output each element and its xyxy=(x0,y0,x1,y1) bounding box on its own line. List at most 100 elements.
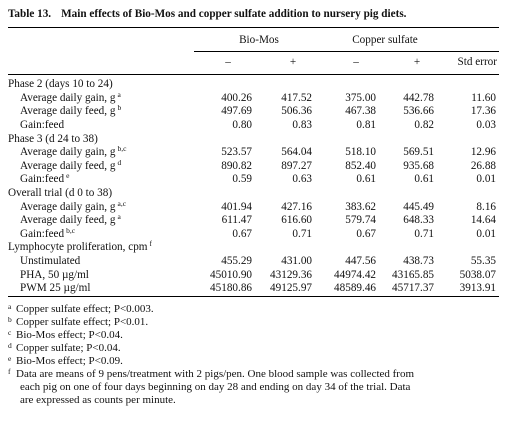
table-row: Average daily gain, g a 400.26 417.52 375.00… xyxy=(8,91,499,106)
footnote: f Data are means of 9 pens/treatment with… xyxy=(8,367,499,407)
cell-bio-mos-minus xyxy=(194,75,262,92)
cell-bio-mos-plus: 431.00 xyxy=(281,254,312,267)
cell-copper-minus: 467.38 xyxy=(345,105,376,118)
cell-copper-plus xyxy=(388,187,446,201)
cell-bio-mos-minus: 401.94 xyxy=(221,200,252,213)
cell-copper-minus xyxy=(324,241,388,255)
table-row: Gain:feed 0.80 0.83 0.81 0.82 0.03 xyxy=(8,119,499,133)
table-section-row: Lymphocyte proliferation, cpm f xyxy=(8,239,499,255)
cell-bio-mos-minus: 0.67 xyxy=(232,227,252,240)
footnote: b Copper sulfate effect; P<0.01. xyxy=(8,314,499,329)
table-row: Average daily feed, g a 611.47 616.60 579.74… xyxy=(8,212,499,228)
cell-std-error: 14.64 xyxy=(470,214,496,227)
column-header-copper-minus: – xyxy=(353,55,359,68)
section-label: Lymphocyte proliferation, cpm f xyxy=(8,239,194,255)
cell-std-error: 11.60 xyxy=(471,91,496,104)
footnote-marker: d xyxy=(117,157,122,167)
cell-copper-plus: 45717.37 xyxy=(392,282,434,295)
cell-copper-minus: 375.00 xyxy=(345,91,376,104)
footnote-marker: f xyxy=(149,239,153,249)
results-table: Bio-Mos Copper sulfate – + – + Std error… xyxy=(8,27,499,297)
cell-bio-mos-minus xyxy=(194,241,262,255)
cell-copper-minus xyxy=(324,133,388,147)
cell-copper-plus: 438.73 xyxy=(403,254,434,267)
cell-copper-plus: 0.82 xyxy=(414,118,434,131)
cell-bio-mos-plus: 0.63 xyxy=(292,173,312,186)
cell-std-error xyxy=(446,241,499,255)
cell-std-error: 8.16 xyxy=(476,200,496,213)
footnote-mark: b xyxy=(8,314,12,324)
footnote-line: each pig on one of four days beginning o… xyxy=(20,381,411,394)
row-label-text: Phase 2 (days 10 to 24) xyxy=(8,78,113,91)
cell-copper-minus: 44974.42 xyxy=(334,268,376,281)
footnote-marker: a xyxy=(117,212,121,222)
row-label-text: Phase 3 (d 24 to 38) xyxy=(8,132,98,145)
cell-bio-mos-minus xyxy=(194,187,262,201)
section-label: Overall trial (d 0 to 38) xyxy=(8,187,194,201)
cell-bio-mos-plus: 0.83 xyxy=(292,118,312,131)
cell-copper-plus xyxy=(388,241,446,255)
footnote-line: Copper sulfate effect; P<0.01. xyxy=(16,315,149,328)
cell-copper-minus: 383.62 xyxy=(345,200,376,213)
column-header-bio-mos-plus: + xyxy=(289,55,297,68)
cell-std-error xyxy=(446,187,499,201)
group-underline xyxy=(194,50,499,52)
cell-std-error: 5038.07 xyxy=(459,268,496,281)
row-label: PWM 25 µg/ml xyxy=(8,282,194,296)
cell-std-error: 17.36 xyxy=(470,105,496,118)
table-number: Table 13. xyxy=(8,8,52,20)
cell-copper-minus xyxy=(324,187,388,201)
cell-std-error: 55.35 xyxy=(470,254,496,267)
footnote-marker: b xyxy=(117,103,122,113)
footnote-mark: f xyxy=(8,367,11,377)
cell-std-error: 0.01 xyxy=(476,173,496,186)
cell-bio-mos-plus: 427.16 xyxy=(281,200,312,213)
cell-copper-plus: 536.66 xyxy=(403,105,434,118)
row-label: Gain:feed e xyxy=(8,172,194,187)
group-underline-row xyxy=(8,50,499,52)
row-label-text: Average daily gain, g xyxy=(20,91,116,104)
cell-bio-mos-minus: 45180.86 xyxy=(210,282,252,295)
cell-bio-mos-plus xyxy=(262,241,324,255)
footnote-marker: a,c xyxy=(117,198,127,208)
column-header-bio-mos-minus: – xyxy=(225,55,231,68)
row-label-text: Average daily feed, g xyxy=(20,214,116,227)
footnotes: a Copper sulfate effect; P<0.003. b Copper … xyxy=(8,302,499,408)
cell-std-error: 3913.91 xyxy=(459,282,496,295)
cell-copper-plus: 648.33 xyxy=(403,214,434,227)
cell-bio-mos-plus: 564.04 xyxy=(281,146,312,159)
cell-copper-minus: 852.40 xyxy=(345,159,376,172)
footnote: d Copper sulfate; P<0.04. xyxy=(8,341,499,355)
cell-bio-mos-minus: 890.82 xyxy=(221,159,252,172)
cell-copper-plus: 0.71 xyxy=(414,227,434,240)
cell-bio-mos-plus: 49125.97 xyxy=(270,282,312,295)
column-header-copper-plus: + xyxy=(413,55,421,68)
group-header-bio-mos: Bio-Mos xyxy=(239,34,279,46)
footnote: a Copper sulfate effect; P<0.003. xyxy=(8,302,499,316)
row-label: Gain:feed b,c xyxy=(8,226,194,242)
cell-copper-plus xyxy=(388,75,446,92)
row-label-text: Average daily feed, g xyxy=(20,105,116,118)
cell-copper-minus: 0.67 xyxy=(356,227,376,240)
cell-bio-mos-minus: 497.69 xyxy=(221,105,252,118)
footnote: e Bio-Mos effect; P<0.09. xyxy=(8,354,499,368)
cell-bio-mos-plus xyxy=(262,75,324,92)
cell-std-error: 12.96 xyxy=(470,146,496,159)
cell-std-error: 0.01 xyxy=(476,227,496,240)
cell-copper-minus: 579.74 xyxy=(345,214,376,227)
top-rule xyxy=(8,27,499,28)
table-caption: Table 13. Main effects of Bio-Mos and cop… xyxy=(8,7,499,21)
cell-copper-plus: 445.49 xyxy=(403,200,434,213)
footnote-line: Bio-Mos effect; P<0.04. xyxy=(16,328,123,341)
row-label: Average daily gain, g b,c xyxy=(8,145,194,160)
cell-copper-plus xyxy=(388,133,446,147)
row-label: PHA, 50 µg/ml xyxy=(8,269,194,283)
cell-bio-mos-plus xyxy=(262,133,324,147)
row-label-text: PWM 25 µg/ml xyxy=(20,282,91,295)
cell-bio-mos-plus: 43129.36 xyxy=(270,268,312,281)
